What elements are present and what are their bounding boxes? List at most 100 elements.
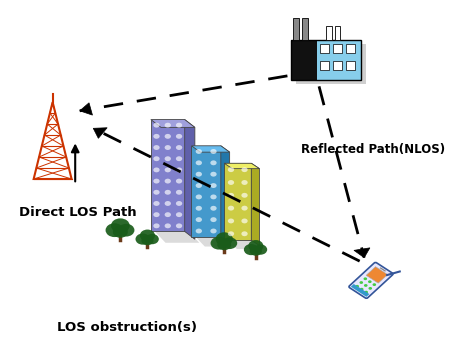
Circle shape (196, 217, 202, 222)
Circle shape (113, 226, 128, 238)
Polygon shape (224, 163, 251, 240)
Circle shape (176, 223, 182, 228)
Circle shape (210, 160, 217, 165)
Circle shape (241, 180, 248, 185)
Circle shape (153, 190, 160, 195)
Circle shape (244, 244, 258, 255)
Circle shape (216, 232, 233, 246)
Circle shape (176, 123, 182, 128)
Circle shape (228, 219, 234, 223)
Circle shape (196, 160, 202, 165)
Circle shape (228, 206, 234, 211)
Circle shape (176, 167, 182, 172)
Circle shape (164, 179, 171, 184)
Circle shape (153, 223, 160, 228)
Polygon shape (153, 230, 200, 243)
FancyBboxPatch shape (333, 61, 342, 70)
Circle shape (210, 229, 217, 233)
Circle shape (164, 134, 171, 139)
Circle shape (153, 123, 160, 128)
Polygon shape (224, 163, 259, 168)
Circle shape (176, 190, 182, 195)
Circle shape (241, 167, 248, 172)
Circle shape (111, 218, 130, 233)
Circle shape (153, 167, 160, 172)
Circle shape (196, 172, 202, 177)
Circle shape (210, 172, 217, 177)
Circle shape (368, 287, 372, 290)
Circle shape (248, 240, 264, 252)
Circle shape (241, 231, 248, 236)
Circle shape (164, 167, 171, 172)
Circle shape (164, 145, 171, 150)
FancyBboxPatch shape (333, 45, 342, 53)
Circle shape (217, 239, 231, 250)
Circle shape (196, 229, 202, 233)
Circle shape (360, 288, 364, 291)
Circle shape (228, 180, 234, 185)
Circle shape (373, 283, 376, 286)
Circle shape (153, 134, 160, 139)
FancyBboxPatch shape (349, 263, 393, 298)
Circle shape (153, 212, 160, 217)
Circle shape (228, 231, 234, 236)
Circle shape (359, 281, 363, 284)
Polygon shape (221, 146, 229, 243)
Polygon shape (185, 120, 195, 239)
Polygon shape (318, 40, 361, 80)
Text: Reflected Path(NLOS): Reflected Path(NLOS) (301, 143, 445, 156)
Circle shape (164, 156, 171, 161)
Polygon shape (251, 163, 259, 246)
Circle shape (210, 206, 217, 211)
Circle shape (164, 212, 171, 217)
Circle shape (196, 194, 202, 199)
Circle shape (140, 230, 155, 241)
FancyBboxPatch shape (366, 267, 388, 283)
FancyBboxPatch shape (326, 26, 332, 40)
Circle shape (153, 156, 160, 161)
Circle shape (254, 244, 267, 255)
Circle shape (210, 237, 227, 250)
Polygon shape (151, 120, 195, 127)
FancyBboxPatch shape (351, 284, 369, 297)
Polygon shape (291, 40, 318, 80)
Circle shape (164, 223, 171, 228)
Polygon shape (93, 128, 107, 138)
FancyBboxPatch shape (301, 18, 308, 40)
Circle shape (176, 134, 182, 139)
FancyBboxPatch shape (293, 18, 299, 40)
FancyBboxPatch shape (320, 45, 329, 53)
Polygon shape (227, 238, 264, 249)
FancyBboxPatch shape (320, 61, 329, 70)
Circle shape (228, 193, 234, 198)
FancyBboxPatch shape (335, 26, 340, 40)
Polygon shape (296, 44, 366, 85)
Circle shape (196, 206, 202, 211)
Circle shape (164, 190, 171, 195)
Polygon shape (191, 146, 221, 237)
FancyBboxPatch shape (346, 61, 355, 70)
Circle shape (222, 237, 237, 249)
Circle shape (176, 145, 182, 150)
Circle shape (364, 277, 367, 280)
Polygon shape (151, 120, 185, 231)
Circle shape (210, 194, 217, 199)
Circle shape (250, 246, 262, 256)
Circle shape (146, 234, 159, 244)
Polygon shape (80, 103, 92, 115)
Circle shape (365, 291, 368, 293)
Text: Direct LOS Path: Direct LOS Path (19, 206, 137, 219)
Circle shape (164, 201, 171, 206)
Circle shape (228, 167, 234, 172)
Circle shape (196, 149, 202, 154)
Circle shape (141, 236, 154, 245)
Circle shape (118, 224, 135, 237)
Polygon shape (354, 248, 370, 258)
Circle shape (196, 183, 202, 188)
Text: LOS obstruction(s): LOS obstruction(s) (57, 321, 197, 334)
Polygon shape (194, 235, 234, 246)
Circle shape (176, 201, 182, 206)
FancyBboxPatch shape (380, 267, 386, 272)
Circle shape (176, 179, 182, 184)
Polygon shape (191, 146, 229, 152)
